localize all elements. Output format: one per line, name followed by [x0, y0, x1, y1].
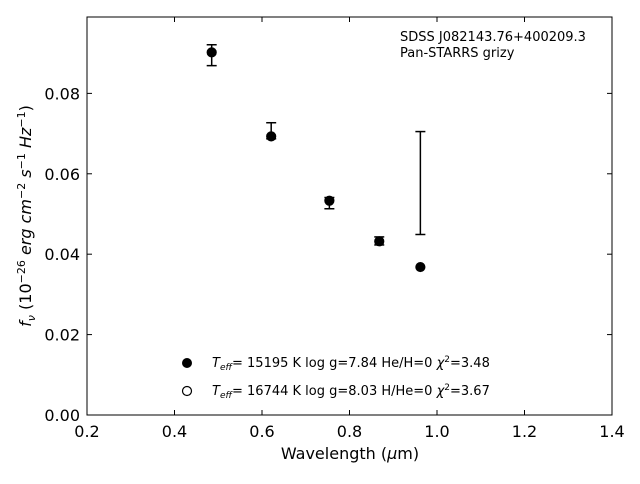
- model-point-filled: [206, 47, 217, 58]
- error-bars: [206, 43, 426, 246]
- object-name-annotation: SDSS J082143.76+400209.3: [400, 30, 586, 45]
- x-tick-label: 1.4: [599, 422, 624, 441]
- x-tick-label: 0.8: [337, 422, 362, 441]
- data-points: [206, 47, 426, 273]
- x-tick-label: 0.6: [249, 422, 274, 441]
- legend-entry-1: Teff= 15195 K log g=7.84 He/H=0 χ2=3.48: [212, 355, 490, 373]
- x-tick-label: 0.4: [162, 422, 187, 441]
- y-axis-label: fν (10−26 erg cm−2 s−1 Hz−1): [15, 105, 38, 327]
- y-tick-label: 0.00: [44, 406, 80, 425]
- x-tick-label: 1.2: [512, 422, 537, 441]
- model-point-filled: [415, 261, 426, 273]
- photometry-annotation: Pan-STARRS grizy: [400, 46, 515, 61]
- y-tick-label: 0.02: [44, 326, 80, 345]
- legend-entry-2: Teff= 16744 K log g=8.03 H/He=0 χ2=3.67: [212, 383, 490, 401]
- legend-marker-open: [181, 385, 193, 397]
- model-point-filled: [266, 131, 277, 142]
- x-axis-label: Wavelength (μm): [281, 444, 419, 463]
- y-tick-label: 0.04: [44, 245, 80, 264]
- legend-marker-filled: [182, 358, 192, 368]
- y-axis-ticks: 0.00 0.02 0.04 0.06 0.08: [44, 84, 612, 425]
- y-tick-label: 0.08: [44, 84, 80, 103]
- y-tick-label: 0.06: [44, 165, 80, 184]
- model-point-filled: [374, 236, 385, 247]
- x-tick-label: 1.0: [424, 422, 449, 441]
- x-tick-label: 0.2: [74, 422, 99, 441]
- legend: Teff= 15195 K log g=7.84 He/H=0 χ2=3.48 …: [181, 355, 490, 401]
- model-point-filled: [324, 195, 335, 206]
- x-axis-ticks: 0.2 0.4 0.6 0.8 1.0 1.2 1.4: [74, 17, 625, 441]
